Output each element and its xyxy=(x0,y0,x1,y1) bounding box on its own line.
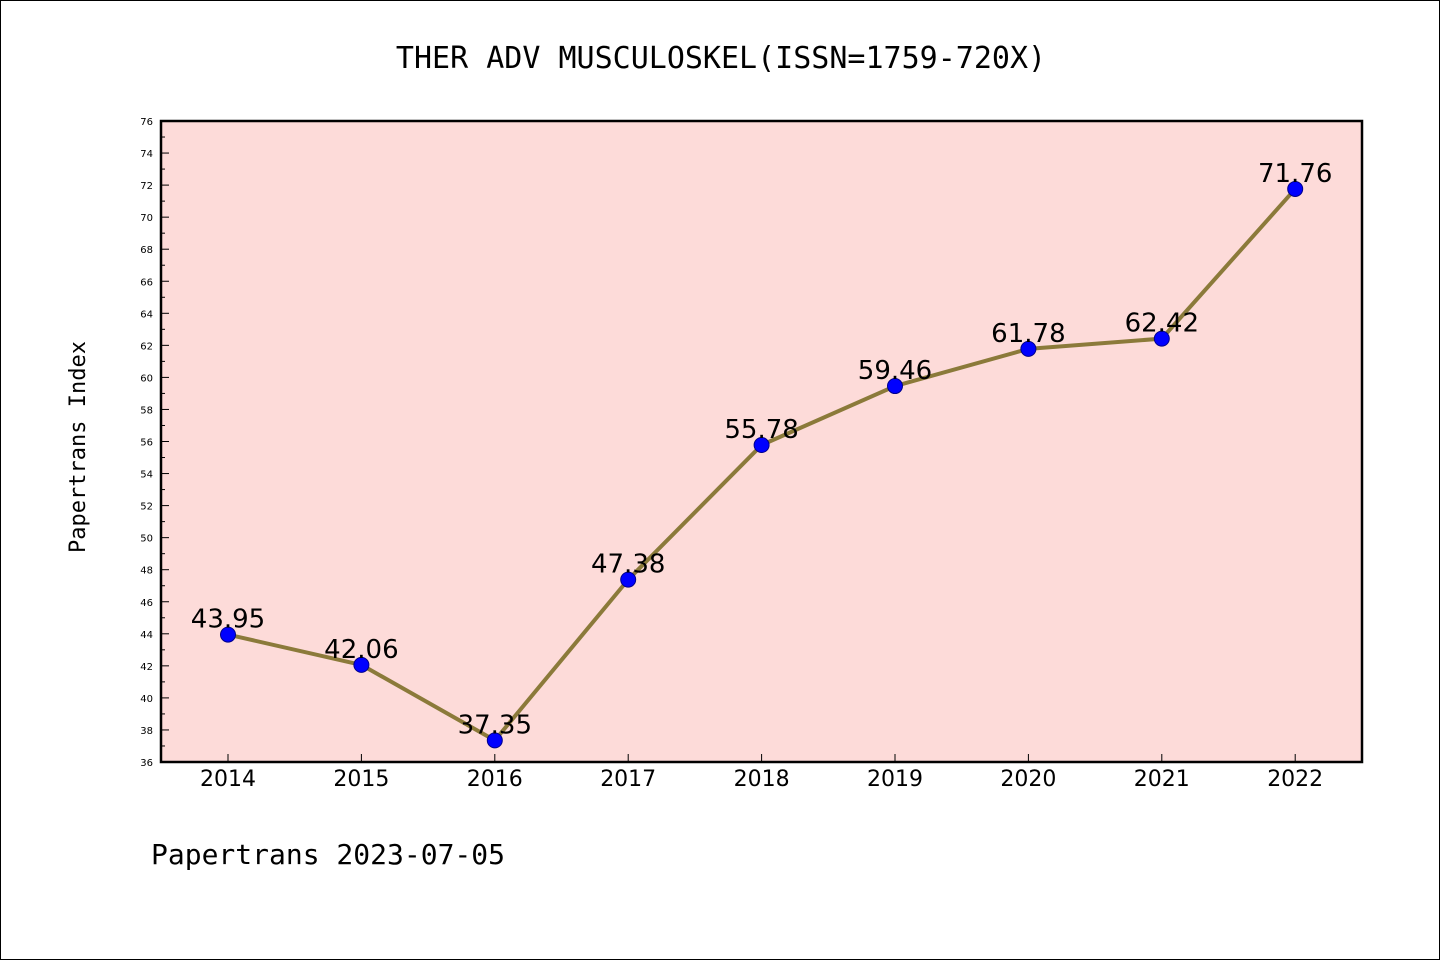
y-tick-label: 70 xyxy=(140,213,153,224)
data-point xyxy=(220,626,236,643)
data-label: 55.78 xyxy=(724,415,798,445)
data-point xyxy=(887,378,903,395)
data-point xyxy=(753,437,770,454)
data-label: 47.38 xyxy=(591,550,665,580)
y-tick-label: 68 xyxy=(140,245,153,256)
x-tick-label: 2015 xyxy=(333,767,389,792)
y-tick-label: 62 xyxy=(140,341,153,352)
y-tick-label: 40 xyxy=(140,694,153,705)
y-tick-label: 38 xyxy=(140,726,153,737)
x-tick-label: 2020 xyxy=(1000,767,1056,792)
x-tick-label: 2022 xyxy=(1267,767,1323,792)
y-tick-label: 76 xyxy=(140,117,153,128)
x-tick-label: 2017 xyxy=(600,767,656,792)
data-label: 61.78 xyxy=(991,319,1065,349)
y-tick-label: 46 xyxy=(140,598,153,609)
y-tick-label: 58 xyxy=(140,405,153,416)
data-label: 43.95 xyxy=(191,605,265,635)
y-tick-label: 42 xyxy=(140,662,153,673)
y-tick-label: 74 xyxy=(140,149,153,160)
series-layer: 43.95 42.06 37.35 47.38 55.78 59.46 61.78 62.42… xyxy=(191,159,1332,749)
data-point xyxy=(620,571,637,588)
y-tick-label: 54 xyxy=(140,470,153,481)
y-axis: 36 38 40 42 44 46 48 50 52 54 56 58 60 62 64 66 68 70 72 74… xyxy=(140,117,169,769)
data-point xyxy=(1020,340,1037,357)
data-label: 59.46 xyxy=(858,356,932,386)
y-tick-label: 72 xyxy=(140,181,153,192)
y-axis-label: Papertrans Index xyxy=(66,341,91,553)
x-tick-label: 2018 xyxy=(734,767,790,792)
y-tick-label: 60 xyxy=(140,373,153,384)
data-label: 62.42 xyxy=(1125,309,1199,339)
footer-date-stamp: Papertrans 2023-07-05 xyxy=(151,838,505,871)
y-tick-label: 36 xyxy=(140,758,153,769)
y-tick-label: 56 xyxy=(140,438,153,449)
data-point xyxy=(353,656,370,673)
y-tick-label: 44 xyxy=(140,630,153,641)
data-label: 71.76 xyxy=(1258,159,1332,189)
y-tick-label: 48 xyxy=(140,566,153,577)
y-tick-label: 52 xyxy=(140,502,153,513)
x-tick-label: 2019 xyxy=(867,767,923,792)
x-tick-label: 2021 xyxy=(1134,767,1190,792)
data-point xyxy=(1287,180,1304,197)
data-point xyxy=(486,732,503,749)
x-tick-label: 2014 xyxy=(200,767,256,792)
data-point xyxy=(1153,330,1170,347)
y-tick-label: 50 xyxy=(140,534,153,545)
x-tick-label: 2016 xyxy=(467,767,523,792)
data-label: 37.35 xyxy=(458,710,532,740)
y-tick-label: 64 xyxy=(140,309,153,320)
x-axis: 2014 2015 2016 2017 2018 2019 2020 2021 2022 xyxy=(200,754,1323,792)
y-tick-label: 66 xyxy=(140,277,153,288)
chart-title: THER ADV MUSCULOSKEL(ISSN=1759-720X) xyxy=(396,41,1046,76)
data-label: 42.06 xyxy=(324,635,398,665)
